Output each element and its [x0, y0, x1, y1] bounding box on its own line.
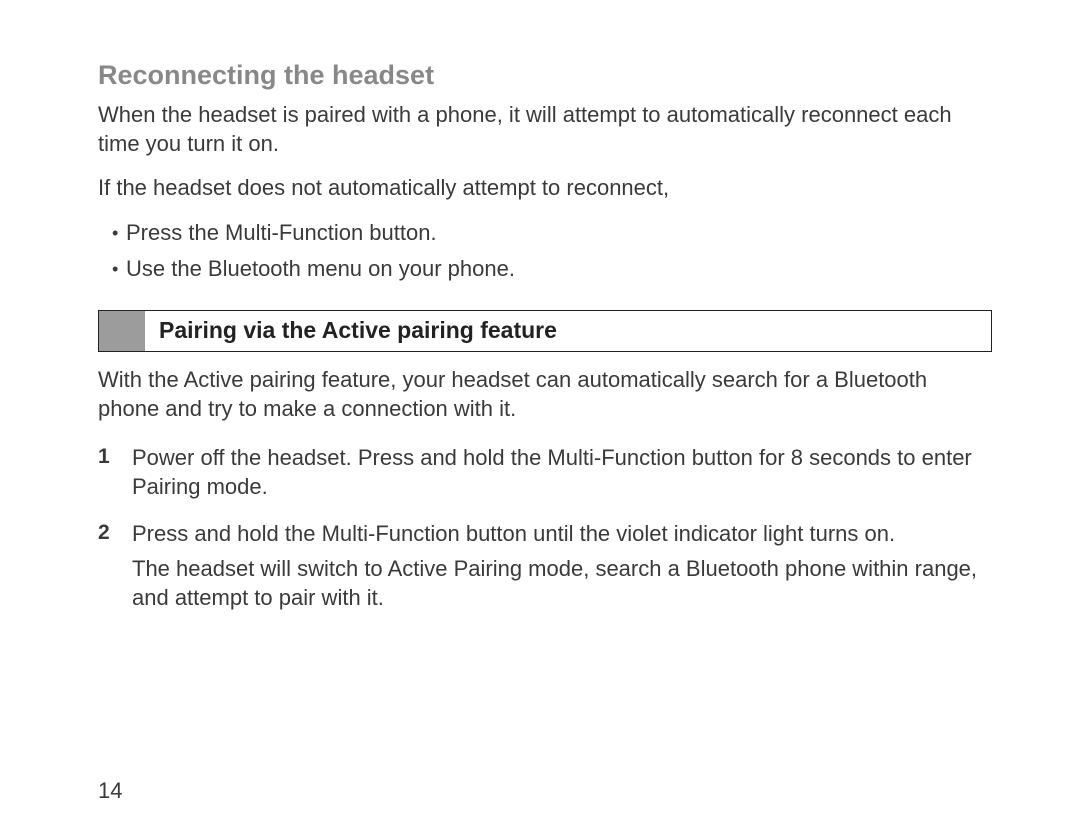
para-active-pairing-intro: With the Active pairing feature, your he…: [98, 366, 992, 423]
step-body: Power off the headset. Press and hold th…: [132, 443, 992, 501]
section-header-active-pairing: Pairing via the Active pairing feature: [98, 310, 992, 352]
section-title: Pairing via the Active pairing feature: [145, 311, 557, 351]
para-reconnect-if: If the headset does not automatically at…: [98, 174, 992, 203]
step-main-text: Power off the headset. Press and hold th…: [132, 443, 992, 501]
bullet-text: Use the Bluetooth menu on your phone.: [126, 255, 515, 284]
list-item: 2 Press and hold the Multi-Function butt…: [98, 519, 992, 612]
bullet-list: • Press the Multi-Function button. • Use…: [98, 219, 992, 284]
list-item: • Press the Multi-Function button.: [98, 219, 992, 248]
step-body: Press and hold the Multi-Function button…: [132, 519, 992, 612]
heading-reconnecting: Reconnecting the headset: [98, 60, 992, 91]
bullet-icon: •: [98, 219, 126, 247]
manual-page: Reconnecting the headset When the headse…: [0, 0, 1080, 840]
section-tab-accent: [99, 311, 145, 351]
para-reconnect-intro: When the headset is paired with a phone,…: [98, 101, 992, 158]
list-item: 1 Power off the headset. Press and hold …: [98, 443, 992, 501]
step-number: 1: [98, 443, 132, 470]
bullet-text: Press the Multi-Function button.: [126, 219, 437, 248]
list-item: • Use the Bluetooth menu on your phone.: [98, 255, 992, 284]
page-number: 14: [98, 778, 122, 804]
step-follow-text: The headset will switch to Active Pairin…: [132, 554, 992, 612]
step-main-text: Press and hold the Multi-Function button…: [132, 519, 992, 548]
step-number: 2: [98, 519, 132, 546]
ordered-steps: 1 Power off the headset. Press and hold …: [98, 443, 992, 612]
bullet-icon: •: [98, 255, 126, 283]
